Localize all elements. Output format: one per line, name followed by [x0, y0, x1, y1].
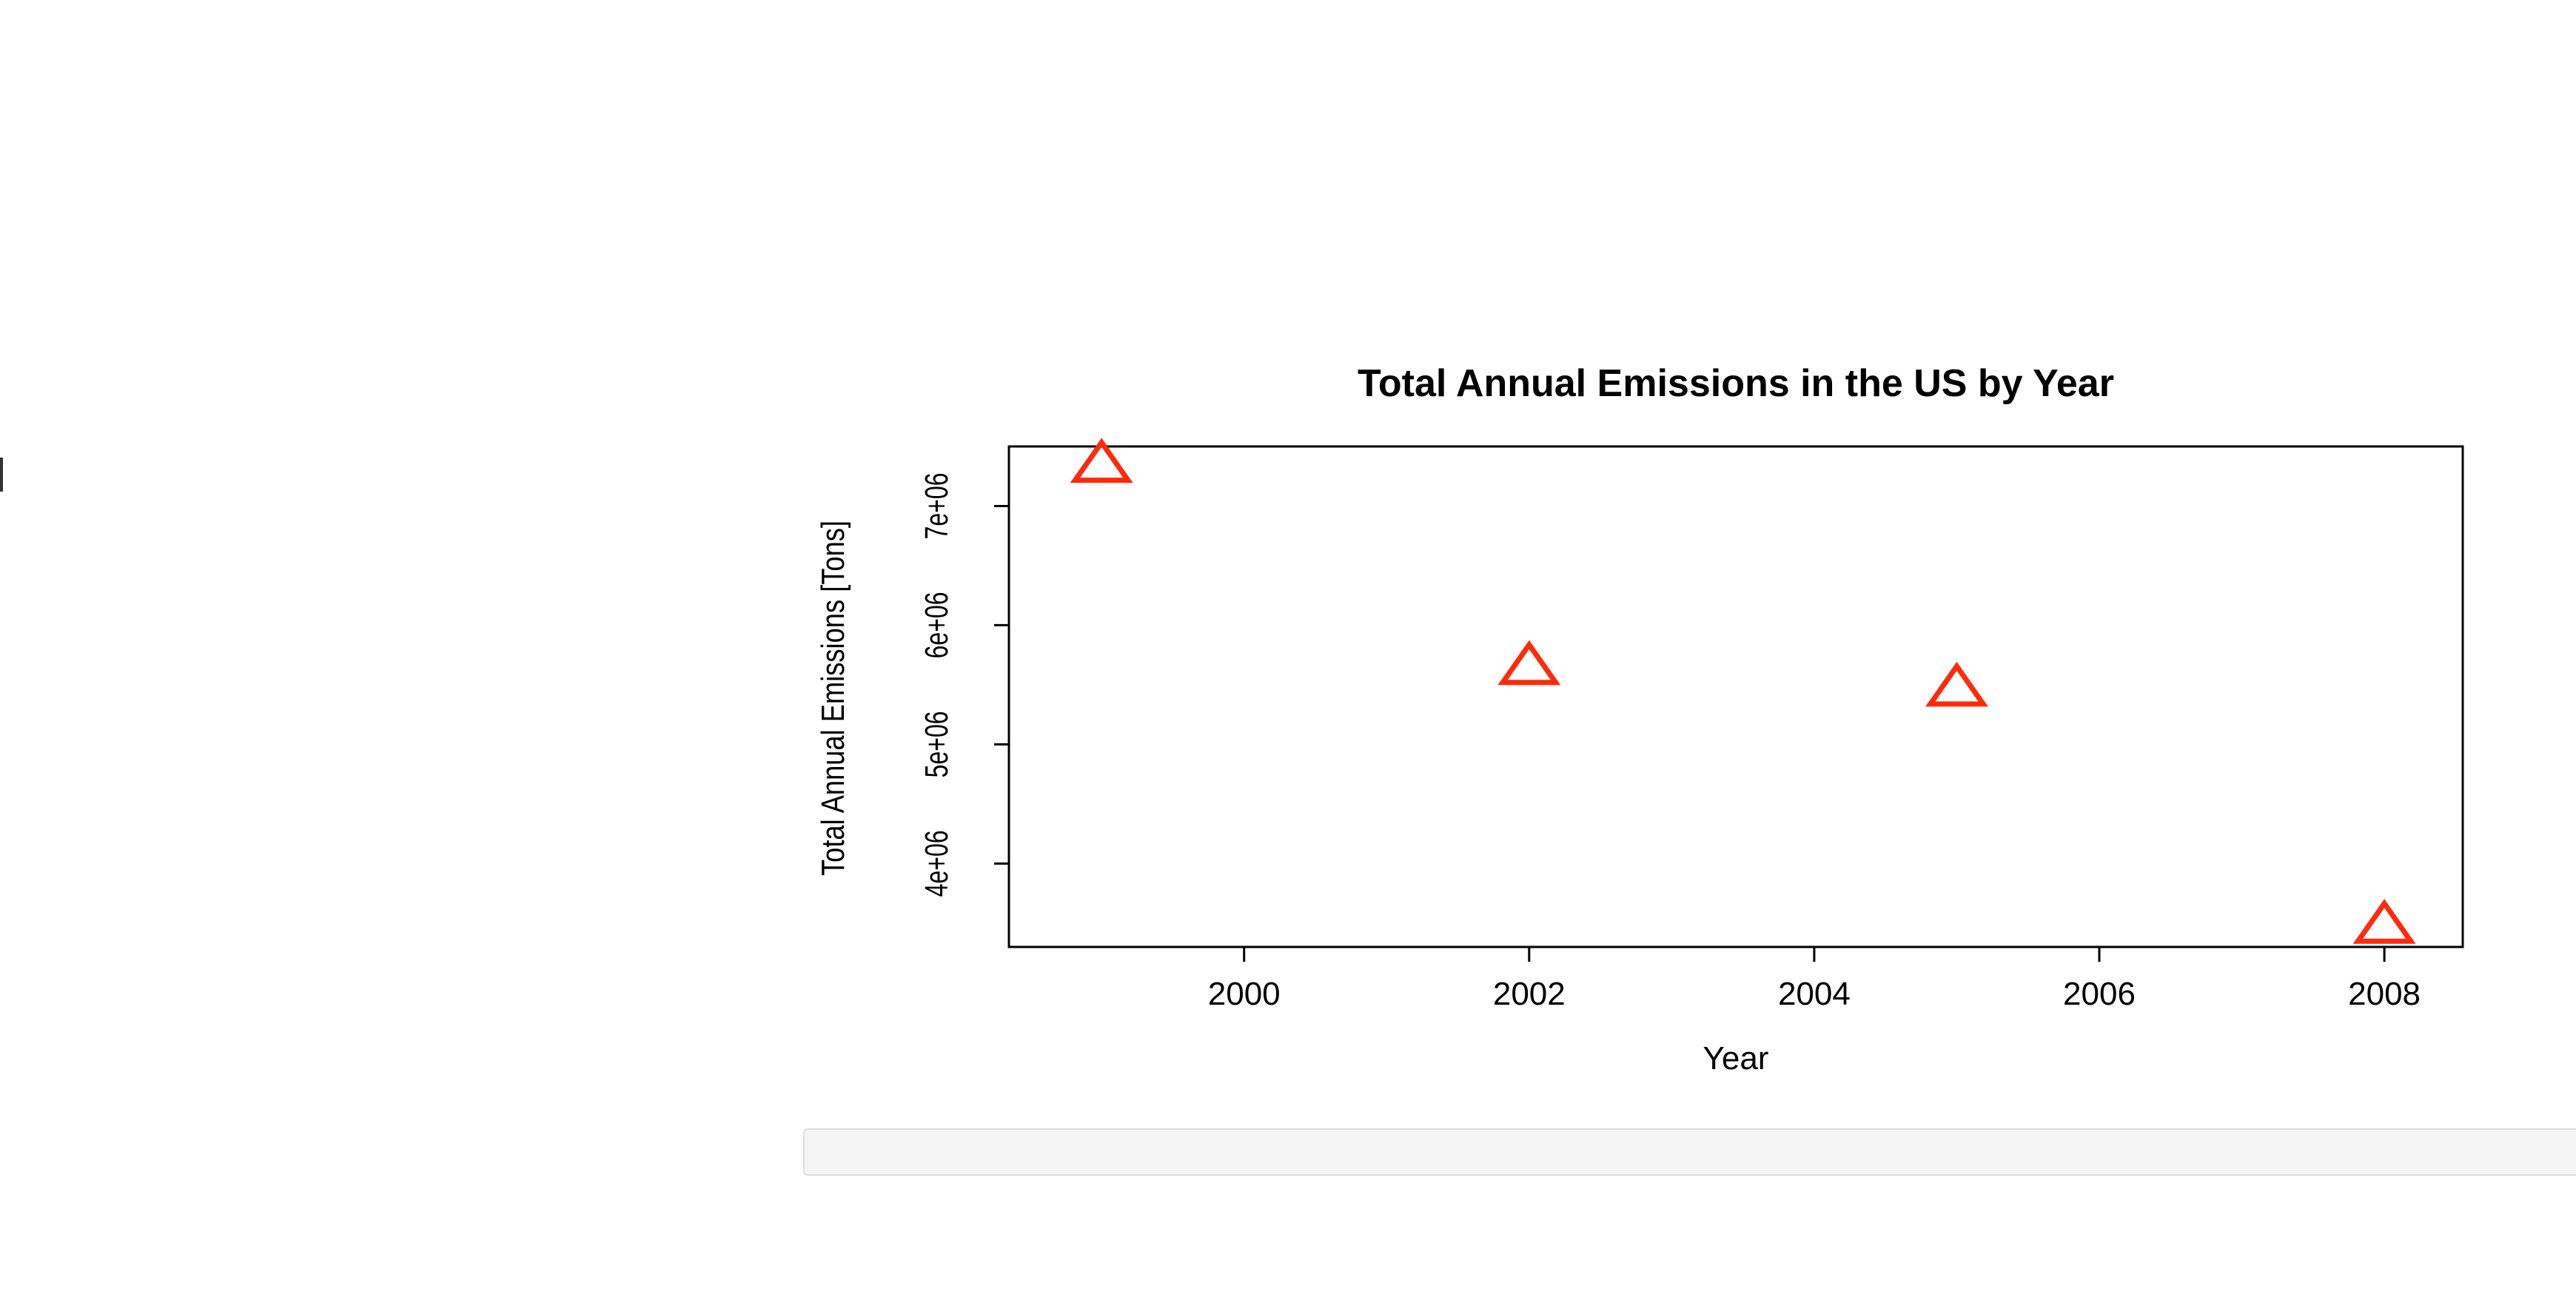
y-tick-label: 7e+06 — [919, 472, 955, 539]
x-axis-label: Year — [1703, 1040, 1769, 1077]
x-tick-label: 2004 — [1778, 976, 1851, 1012]
output-panel — [803, 1128, 2576, 1176]
x-tick-label: 2006 — [2063, 976, 2136, 1012]
left-edge-mark — [0, 458, 3, 492]
x-tick-label: 2002 — [1493, 976, 1566, 1012]
x-tick-label: 2000 — [1208, 976, 1281, 1012]
chart-title: Total Annual Emissions in the US by Year — [1358, 362, 2114, 405]
y-axis-label: Total Annual Emissions [Tons] — [815, 520, 851, 876]
data-points — [1070, 438, 2416, 944]
y-axis: 4e+06 5e+06 6e+06 7e+06 — [919, 472, 1010, 897]
y-tick-label: 6e+06 — [919, 592, 955, 658]
plot-area — [1007, 445, 2464, 948]
data-point — [2352, 899, 2416, 944]
y-tick-label: 4e+06 — [919, 830, 955, 897]
data-point — [1925, 661, 1988, 707]
y-tick-label: 5e+06 — [919, 711, 955, 777]
x-axis: 2000 2002 2004 2006 2008 — [1208, 945, 2421, 1012]
data-point — [1497, 640, 1561, 686]
data-point — [1070, 438, 1133, 483]
x-tick-label: 2008 — [2348, 976, 2421, 1012]
